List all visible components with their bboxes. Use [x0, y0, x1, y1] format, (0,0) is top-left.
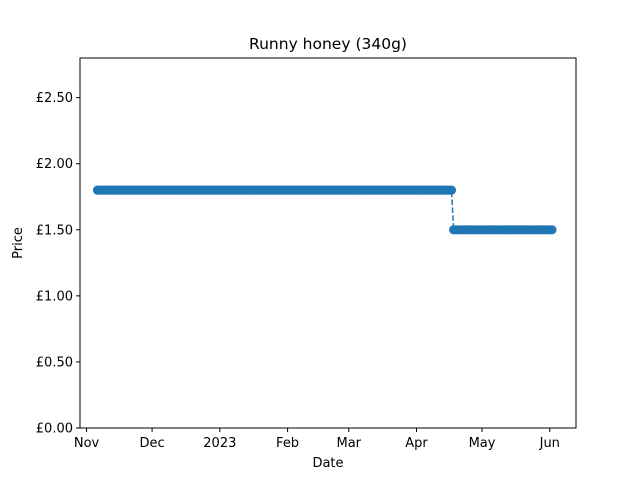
x-tick-label: Nov	[74, 436, 100, 451]
y-tick-label: £1.50	[36, 223, 73, 238]
x-tick-label: Jun	[539, 436, 560, 451]
plot-area	[79, 57, 577, 429]
x-tick-label: May	[469, 436, 496, 451]
y-tick-label: £0.00	[36, 422, 73, 437]
y-tick-label: £1.00	[36, 289, 73, 304]
x-axis: Nov Dec 2023 Feb Mar Apr May Jun	[74, 428, 560, 451]
x-tick-label: Mar	[336, 436, 361, 451]
data-point	[446, 185, 457, 195]
data-point	[547, 225, 557, 235]
y-tick-label: £0.50	[36, 355, 73, 370]
chart-title: Runny honey (340g)	[249, 35, 407, 53]
x-tick-label: Apr	[405, 436, 428, 451]
x-axis-label: Date	[312, 456, 343, 471]
y-axis-label: Price	[11, 227, 26, 259]
x-tick-label: Dec	[140, 436, 165, 451]
series-line	[97, 189, 552, 231]
series-layer	[92, 185, 557, 235]
y-axis: £0.00 £0.50 £1.00 £1.50 £2.00 £2.50	[36, 91, 80, 437]
y-tick-label: £2.00	[36, 157, 73, 172]
y-tick-label: £2.50	[36, 91, 73, 106]
x-tick-label: Feb	[276, 436, 299, 451]
x-tick-label: 2023	[203, 436, 236, 451]
